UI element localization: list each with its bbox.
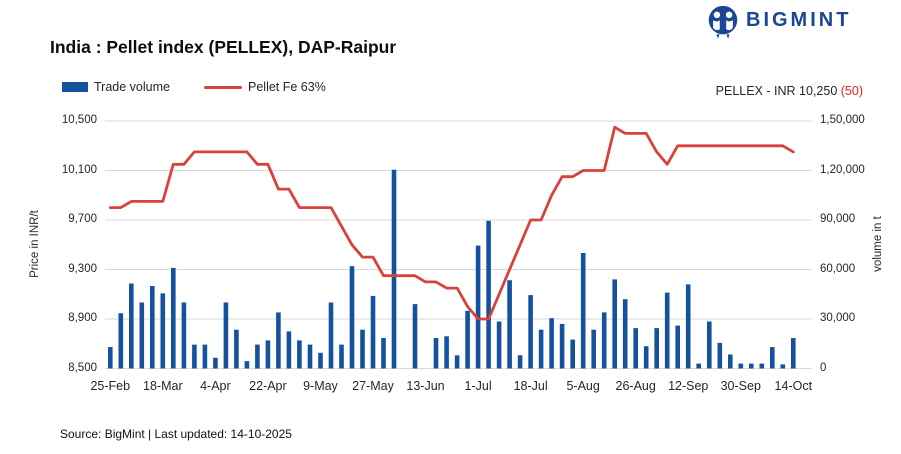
- legend-label-trade-volume: Trade volume: [94, 80, 170, 94]
- gridlines: [105, 120, 812, 369]
- pellex-latest-price: PELLEX - INR 10,250 (50): [716, 84, 863, 98]
- x-axis-tick: 5-Aug: [566, 379, 600, 393]
- left-axis-tick: 10,100: [61, 163, 97, 176]
- left-axis-tick: 9,300: [68, 262, 97, 275]
- right-axis-tick: 30,000: [820, 312, 856, 324]
- brand-name: BIGMINT: [746, 9, 852, 31]
- x-axis-tick: 13-Jun: [406, 379, 445, 393]
- left-axis-tick: 9,700: [68, 213, 97, 225]
- x-axis-tick: 18-Mar: [143, 379, 183, 393]
- right-axis-tick: 1,50,000: [820, 114, 865, 126]
- x-axis-tick: 26-Aug: [615, 379, 656, 393]
- x-axis-tick: 12-Sep: [668, 379, 709, 393]
- x-axis-tick: 18-Jul: [513, 379, 548, 393]
- right-axis-title: volume in t: [872, 216, 884, 272]
- x-axis-tick: 1-Jul: [464, 379, 492, 393]
- bigmint-logo-icon: [708, 5, 738, 39]
- pellex-price-text: PELLEX - INR 10,250: [715, 84, 838, 98]
- legend-item-trade-volume[interactable]: Trade volume: [62, 80, 170, 94]
- x-axis-tick: 25-Feb: [90, 379, 131, 393]
- pellet-price-line: [108, 125, 795, 321]
- trade-volume-swatch: [62, 82, 88, 92]
- trade-volume-bars: [108, 169, 796, 369]
- legend-label-pellet-fe: Pellet Fe 63%: [248, 80, 326, 94]
- x-axis-tick: 22-Apr: [249, 379, 287, 393]
- right-axis-tick: 0: [820, 361, 827, 374]
- pellex-price-change: (50): [840, 84, 863, 98]
- right-axis-tick: 1,20,000: [820, 163, 865, 176]
- x-axis-tick: 14-Oct: [774, 379, 813, 393]
- source-caption: Source: BigMint | Last updated: 14-10-20…: [60, 427, 292, 441]
- left-axis-tick: 8,500: [68, 361, 97, 374]
- pellet-fe-swatch: [204, 85, 242, 89]
- left-axis-tick: 8,900: [68, 312, 97, 324]
- right-axis-tick: 60,000: [820, 262, 856, 275]
- left-axis-tick: 10,500: [61, 114, 97, 126]
- x-axis-tick: 30-Sep: [720, 379, 761, 393]
- left-axis-title: Price in INR/t: [29, 210, 41, 278]
- x-axis-tick: 27-May: [352, 379, 394, 393]
- x-axis-tick: 4-Apr: [200, 379, 231, 393]
- legend-item-pellet-fe[interactable]: Pellet Fe 63%: [204, 80, 326, 94]
- right-axis-tick: 90,000: [820, 213, 856, 225]
- page-title: India : Pellet index (PELLEX), DAP-Raipu…: [50, 37, 397, 57]
- x-axis-tick: 9-May: [303, 379, 338, 393]
